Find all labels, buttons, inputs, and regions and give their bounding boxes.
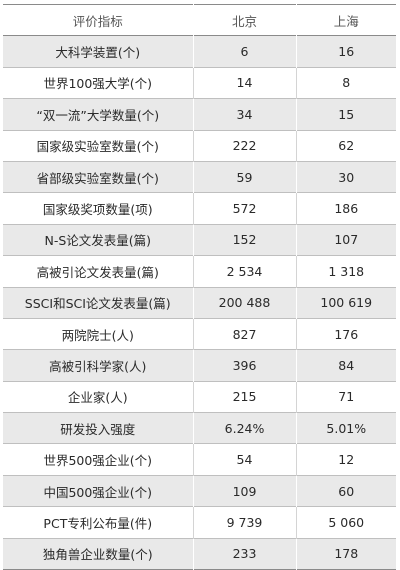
cell-shanghai: 176 xyxy=(296,318,396,350)
table-row: “双一流”大学数量(个) 34 15 xyxy=(3,98,396,131)
cell-shanghai: 30 xyxy=(296,161,396,193)
cell-beijing: 6 xyxy=(193,35,297,68)
cell-shanghai: 16 xyxy=(296,35,396,68)
cell-beijing: 215 xyxy=(193,381,297,413)
table-row: 独角兽企业数量(个) 233 178 xyxy=(3,538,396,570)
cell-beijing: 54 xyxy=(193,443,297,476)
cell-beijing: 233 xyxy=(193,538,297,570)
comparison-table: 评价指标 北京 上海 大科学装置(个) 6 16 世界100强大学(个) 14 8 “双一流… xyxy=(3,4,396,570)
cell-shanghai: 1 318 xyxy=(296,255,396,288)
table-row: 高被引论文发表量(篇) 2 534 1 318 xyxy=(3,255,396,288)
cell-beijing: 14 xyxy=(193,67,297,99)
cell-shanghai: 12 xyxy=(296,443,396,476)
table-body: 大科学装置(个) 6 16 世界100强大学(个) 14 8 “双一流”大学数量(个) 34 1… xyxy=(3,35,396,570)
header-indicator: 评价指标 xyxy=(3,4,194,36)
cell-shanghai: 60 xyxy=(296,475,396,507)
cell-indicator: PCT专利公布量(件) xyxy=(3,506,194,539)
cell-beijing: 9 739 xyxy=(193,506,297,539)
cell-shanghai: 62 xyxy=(296,130,396,162)
cell-beijing: 59 xyxy=(193,161,297,193)
table-row: SSCI和SCI论文发表量(篇) 200 488 100 619 xyxy=(3,287,396,319)
table-row: 国家级奖项数量(项) 572 186 xyxy=(3,192,396,225)
cell-indicator: 国家级奖项数量(项) xyxy=(3,192,194,225)
cell-beijing: 2 534 xyxy=(193,255,297,288)
cell-indicator: 大科学装置(个) xyxy=(3,35,194,68)
cell-shanghai: 84 xyxy=(296,349,396,382)
cell-indicator: N-S论文发表量(篇) xyxy=(3,224,194,256)
cell-indicator: 两院院士(人) xyxy=(3,318,194,350)
cell-shanghai: 107 xyxy=(296,224,396,256)
cell-beijing: 152 xyxy=(193,224,297,256)
cell-indicator: 高被引科学家(人) xyxy=(3,349,194,382)
table-row: 企业家(人) 215 71 xyxy=(3,381,396,413)
cell-indicator: 研发投入强度 xyxy=(3,412,194,444)
cell-beijing: 222 xyxy=(193,130,297,162)
cell-indicator: 世界100强大学(个) xyxy=(3,67,194,99)
table-row: 研发投入强度 6.24% 5.01% xyxy=(3,412,396,444)
cell-indicator: 世界500强企业(个) xyxy=(3,443,194,476)
cell-indicator: SSCI和SCI论文发表量(篇) xyxy=(3,287,194,319)
table-row: 两院院士(人) 827 176 xyxy=(3,318,396,350)
table-row: PCT专利公布量(件) 9 739 5 060 xyxy=(3,506,396,539)
cell-shanghai: 5.01% xyxy=(296,412,396,444)
table-row: N-S论文发表量(篇) 152 107 xyxy=(3,224,396,256)
cell-shanghai: 15 xyxy=(296,98,396,131)
cell-shanghai: 100 619 xyxy=(296,287,396,319)
cell-beijing: 827 xyxy=(193,318,297,350)
table-row: 世界500强企业(个) 54 12 xyxy=(3,443,396,476)
table-row: 中国500强企业(个) 109 60 xyxy=(3,475,396,507)
cell-shanghai: 71 xyxy=(296,381,396,413)
cell-beijing: 109 xyxy=(193,475,297,507)
table-row: 省部级实验室数量(个) 59 30 xyxy=(3,161,396,193)
table-row: 国家级实验室数量(个) 222 62 xyxy=(3,130,396,162)
header-row: 评价指标 北京 上海 xyxy=(3,4,396,36)
cell-indicator: 独角兽企业数量(个) xyxy=(3,538,194,570)
cell-indicator: 国家级实验室数量(个) xyxy=(3,130,194,162)
cell-indicator: 中国500强企业(个) xyxy=(3,475,194,507)
cell-beijing: 396 xyxy=(193,349,297,382)
cell-beijing: 572 xyxy=(193,192,297,225)
cell-shanghai: 178 xyxy=(296,538,396,570)
table-row: 高被引科学家(人) 396 84 xyxy=(3,349,396,382)
cell-shanghai: 8 xyxy=(296,67,396,99)
table-header: 评价指标 北京 上海 xyxy=(3,4,396,36)
header-beijing: 北京 xyxy=(193,4,297,36)
cell-beijing: 6.24% xyxy=(193,412,297,444)
cell-indicator: 省部级实验室数量(个) xyxy=(3,161,194,193)
cell-shanghai: 5 060 xyxy=(296,506,396,539)
cell-indicator: 企业家(人) xyxy=(3,381,194,413)
header-shanghai: 上海 xyxy=(296,4,396,36)
table-row: 世界100强大学(个) 14 8 xyxy=(3,67,396,99)
cell-beijing: 34 xyxy=(193,98,297,131)
cell-indicator: 高被引论文发表量(篇) xyxy=(3,255,194,288)
cell-indicator: “双一流”大学数量(个) xyxy=(3,98,194,131)
table-row: 大科学装置(个) 6 16 xyxy=(3,35,396,68)
cell-shanghai: 186 xyxy=(296,192,396,225)
cell-beijing: 200 488 xyxy=(193,287,297,319)
